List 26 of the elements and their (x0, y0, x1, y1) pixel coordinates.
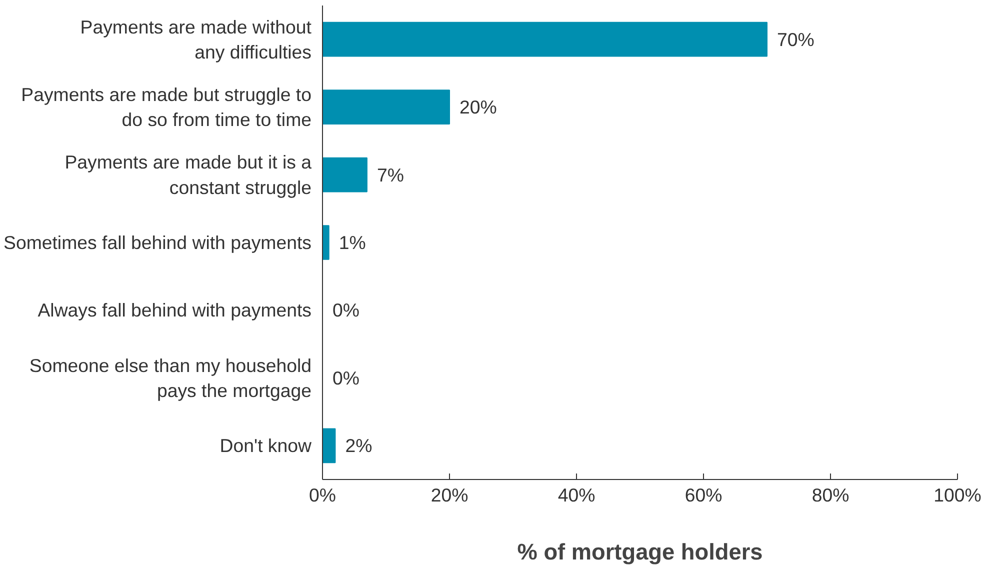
bar (322, 225, 330, 260)
x-tick-label: 100% (934, 484, 982, 506)
bar (322, 428, 336, 464)
y-tick-label: Someone else than my household pays the mortgage (29, 354, 312, 402)
y-tick-label: Payments are made but struggle to do so from time to time (21, 84, 312, 130)
x-tick-label: 40% (558, 484, 596, 506)
y-tick-label: Payments are made but it is a constant struggle (64, 152, 312, 198)
data-label: 0% (332, 367, 360, 388)
data-label: 7% (376, 164, 404, 186)
bar (322, 22, 768, 57)
y-tick-label: Sometimes fall behind with payments (4, 232, 312, 253)
data-label: 70% (777, 28, 814, 50)
y-tick-label: Payments are made without any difficulties (80, 16, 312, 62)
x-tick-label: 80% (812, 484, 850, 506)
y-tick-label: Don't know (220, 435, 312, 456)
data-label: 1% (338, 232, 366, 253)
y-tick-label: Always fall behind with payments (38, 300, 312, 321)
x-tick-label: 0% (309, 484, 336, 506)
data-label: 0% (332, 300, 360, 321)
x-tick-label: 20% (430, 484, 468, 506)
x-tick-label: 60% (684, 484, 722, 506)
data-label: 20% (460, 96, 497, 118)
bar (322, 157, 368, 192)
bar (322, 90, 450, 124)
x-axis-title: % of mortgage holders (517, 538, 763, 564)
data-label: 2% (345, 435, 372, 456)
